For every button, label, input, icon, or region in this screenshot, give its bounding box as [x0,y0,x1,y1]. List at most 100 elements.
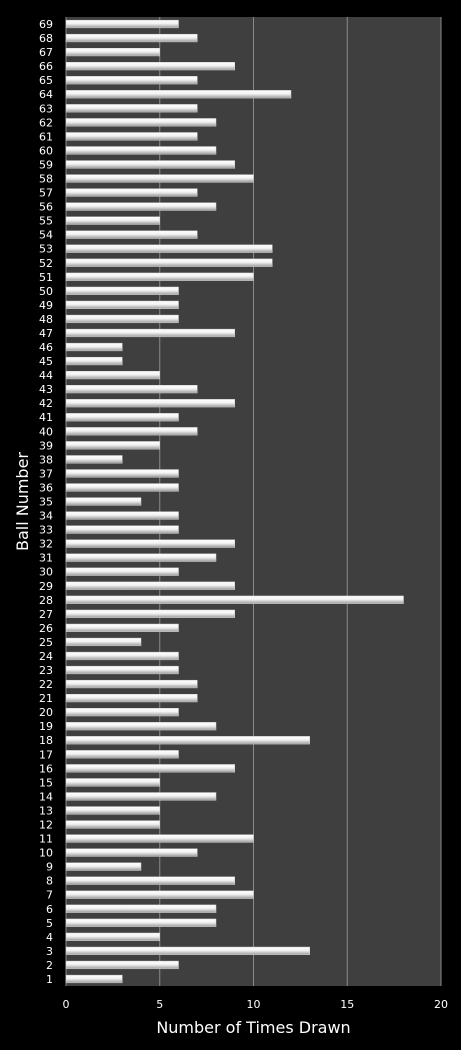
bar-ball-57 [65,188,198,197]
bar-ball-44 [65,370,160,380]
bar-ball-16 [65,764,235,773]
bar-ball-65 [65,76,198,85]
bar-ball-64 [65,90,292,99]
bar-ball-51 [65,272,254,281]
bar-ball-50 [65,286,179,295]
y-tick-label-1: 1 [46,973,53,986]
y-tick-label-36: 36 [39,481,53,494]
y-tick-label-61: 61 [39,130,53,143]
bars-group [65,19,404,984]
y-tick-label-16: 16 [39,762,53,775]
bar-ball-8 [65,876,235,885]
y-tick-label-65: 65 [39,74,53,87]
bar-ball-25 [65,637,142,647]
bar-ball-46 [65,342,123,352]
y-tick-label-25: 25 [39,636,53,649]
bar-ball-69 [65,19,179,29]
y-tick-label-44: 44 [39,369,53,382]
y-tick-label-40: 40 [39,425,53,438]
y-tick-label-57: 57 [39,187,53,200]
y-tick-label-66: 66 [39,60,53,73]
y-tick-label-53: 53 [39,243,53,256]
y-tick-label-12: 12 [39,819,53,832]
bar-ball-18 [65,736,310,745]
y-tick-label-32: 32 [39,538,53,551]
bar-ball-12 [65,820,160,829]
bar-ball-39 [65,441,160,450]
bar-ball-9 [65,862,142,871]
y-tick-label-30: 30 [39,566,53,579]
y-tick-label-24: 24 [39,650,53,663]
y-tick-label-60: 60 [39,144,53,157]
y-tick-labels: 1234567891011121314151617181920212223242… [39,18,53,986]
bar-ball-20 [65,708,179,717]
y-tick-label-27: 27 [39,608,53,621]
bar-ball-29 [65,581,235,590]
bar-ball-17 [65,750,179,759]
bar-ball-28 [65,595,404,604]
x-tick-labels: 0 5 10 15 20 [63,998,449,1011]
y-tick-label-33: 33 [39,524,53,537]
bar-ball-54 [65,230,198,239]
y-tick-label-35: 35 [39,496,53,509]
bar-ball-40 [65,427,198,436]
y-tick-label-52: 52 [39,257,53,270]
y-tick-label-31: 31 [39,552,53,565]
bar-ball-31 [65,553,217,562]
y-tick-label-45: 45 [39,355,53,368]
y-tick-label-19: 19 [39,720,53,733]
y-tick-label-18: 18 [39,734,53,747]
bar-ball-61 [65,132,198,141]
y-tick-label-7: 7 [46,889,53,902]
y-tick-label-54: 54 [39,229,53,242]
bar-ball-48 [65,314,179,324]
bar-ball-34 [65,511,179,520]
y-tick-label-41: 41 [39,411,53,424]
y-tick-label-42: 42 [39,397,53,410]
bar-ball-36 [65,483,179,492]
y-tick-label-38: 38 [39,453,53,466]
bar-ball-33 [65,525,179,534]
y-tick-label-62: 62 [39,116,53,129]
y-tick-label-46: 46 [39,341,53,354]
y-tick-label-68: 68 [39,32,53,45]
y-tick-label-10: 10 [39,847,53,860]
y-tick-label-34: 34 [39,510,53,523]
y-tick-label-49: 49 [39,299,53,312]
bar-ball-59 [65,160,235,169]
y-tick-label-39: 39 [39,439,53,452]
bar-ball-56 [65,202,217,211]
bar-ball-47 [65,328,235,338]
y-tick-label-50: 50 [39,285,53,298]
bar-ball-30 [65,567,179,576]
bar-ball-60 [65,146,217,155]
y-tick-label-9: 9 [46,861,53,874]
x-tick-label-20: 20 [434,998,448,1011]
y-tick-label-55: 55 [39,215,53,228]
y-tick-label-3: 3 [46,945,53,958]
bar-ball-62 [65,118,217,127]
bar-ball-37 [65,469,179,478]
y-tick-label-11: 11 [39,833,53,846]
bar-ball-24 [65,651,179,661]
bar-ball-10 [65,848,198,857]
y-tick-label-47: 47 [39,327,53,340]
bar-ball-27 [65,609,235,618]
x-tick-label-10: 10 [247,998,261,1011]
bar-ball-68 [65,33,198,43]
bar-ball-2 [65,960,179,970]
bar-ball-42 [65,399,235,408]
y-tick-label-58: 58 [39,173,53,186]
y-tick-label-23: 23 [39,664,53,677]
bar-ball-41 [65,413,179,422]
y-tick-label-17: 17 [39,748,53,761]
bar-ball-6 [65,904,217,913]
x-tick-label-15: 15 [340,998,354,1011]
y-tick-label-5: 5 [46,917,53,930]
y-tick-label-22: 22 [39,678,53,691]
bar-ball-66 [65,62,235,71]
bar-ball-67 [65,47,160,57]
bar-ball-14 [65,792,217,801]
